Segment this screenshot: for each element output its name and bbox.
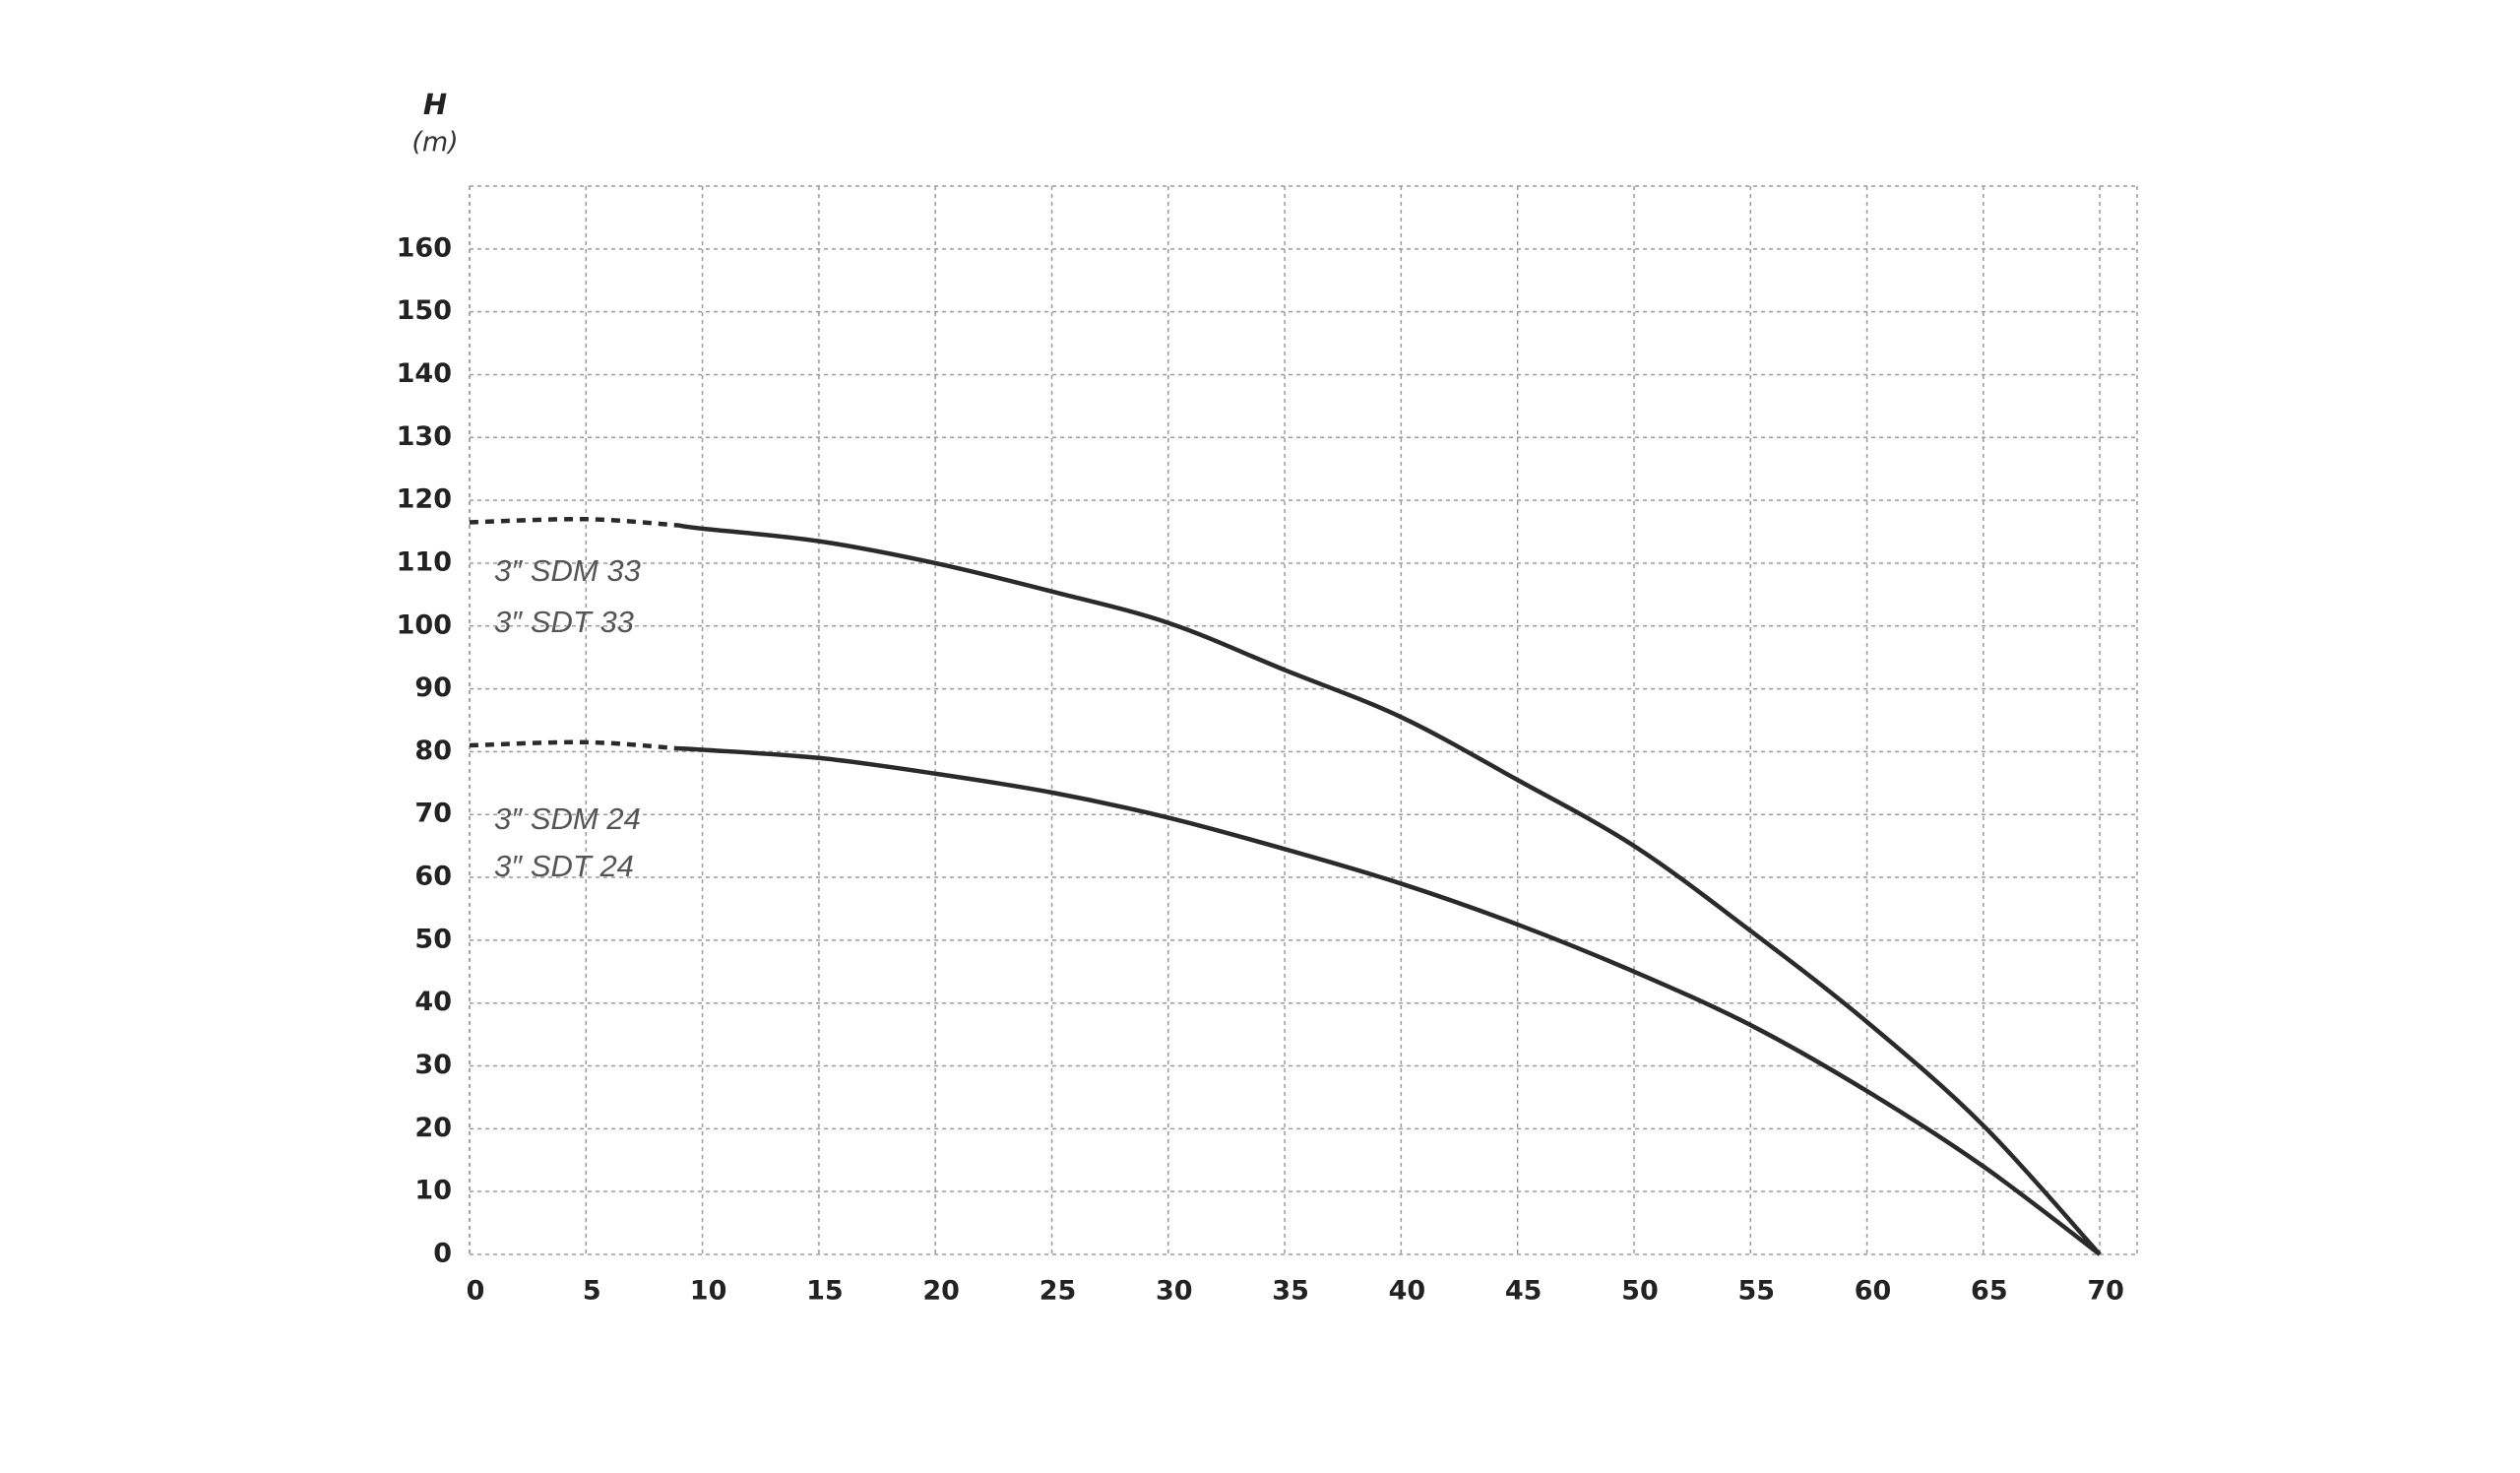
x-tick-label: 30 [1156,1276,1193,1307]
x-tick-label: 65 [1971,1276,2008,1307]
y-tick-label: 100 [397,609,452,640]
x-tick-label: 25 [1040,1276,1077,1307]
curve [678,745,2102,1256]
x-tick-label: 45 [1505,1276,1543,1307]
x-tick-label: 20 [922,1276,960,1307]
x-tick-label: 10 [690,1276,727,1307]
y-axis-unit: (m) [411,127,458,158]
y-tick-label: 0 [433,1239,452,1269]
y-tick-label: 150 [397,295,452,326]
y-tick-label: 90 [414,672,452,703]
x-tick-label: 15 [806,1276,844,1307]
y-tick-label: 70 [414,799,452,829]
dashed-curve [469,516,680,528]
y-tick-label: 60 [414,862,452,892]
y-tick-label: 140 [397,358,452,389]
curve-label: 3″ SDM 24 [494,801,641,836]
curve-label: 3″ SDT 33 [494,605,634,639]
y-tick-label: 80 [414,736,452,766]
y-tick-label: 120 [397,484,452,515]
y-tick-label: 30 [414,1050,452,1080]
curve-label: 3″ SDM 33 [494,553,641,588]
x-tick-label: 5 [583,1276,601,1307]
y-tick-label: 130 [397,421,452,452]
y-tick-label: 160 [397,232,452,263]
y-tick-label: 10 [414,1176,452,1206]
x-tick-label: 35 [1272,1276,1309,1307]
x-tick-label: 40 [1389,1276,1426,1307]
y-tick-label: 50 [414,924,452,954]
x-tick-label: 70 [2087,1276,2124,1307]
x-tick-label: 0 [467,1276,485,1307]
y-axis-label: H [423,88,447,121]
x-tick-label: 50 [1621,1276,1659,1307]
y-tick-label: 20 [414,1113,452,1143]
y-tick-label: 110 [397,546,452,577]
x-tick-label: 60 [1855,1276,1892,1307]
y-tick-label: 40 [414,987,452,1017]
curve [678,523,2102,1256]
x-tick-label: 55 [1737,1276,1775,1307]
curve-label: 3″ SDT 24 [494,849,634,883]
dashed-curve [469,739,680,751]
